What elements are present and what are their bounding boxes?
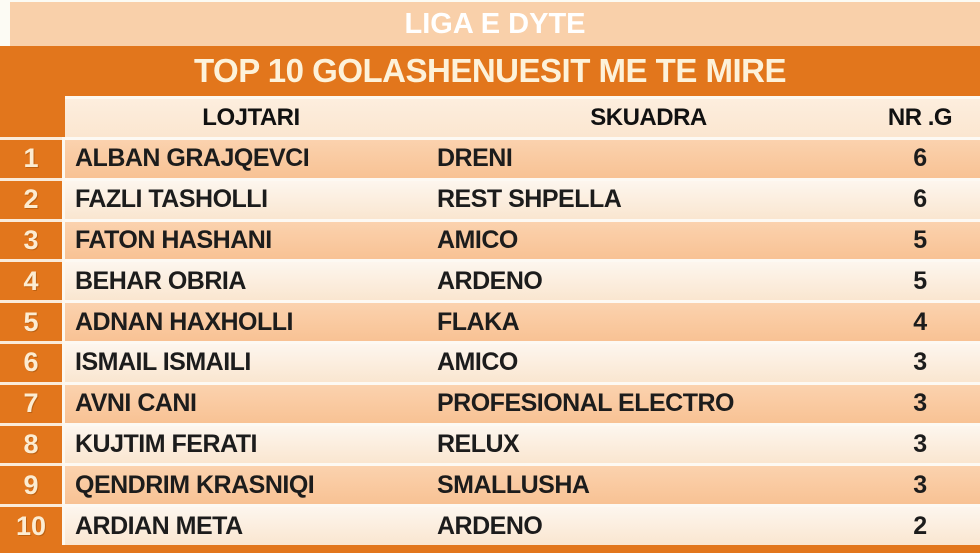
table-row: FAZLI TASHOLLI REST SHPELLA 6 [65, 177, 980, 219]
table-row: ISMAIL ISMAILI AMICO 3 [65, 340, 980, 382]
player-cell: QENDRIM KRASNIQI [75, 470, 315, 499]
team-cell: SMALLUSHA [437, 470, 590, 499]
rank-cell: 8 [0, 422, 62, 464]
column-header-goals: NR .G [887, 104, 953, 131]
player-cell: ALBAN GRAJQEVCI [75, 144, 310, 173]
player-cell: FAZLI TASHOLLI [75, 185, 268, 214]
player-cell: ARDIAN META [75, 511, 243, 540]
goals-cell: 2 [913, 511, 927, 540]
league-title: LIGA E DYTE [404, 7, 586, 40]
rank-cell: 4 [0, 259, 62, 300]
goals-cell: 6 [913, 144, 927, 173]
table-title: TOP 10 GOLASHENUESIT ME TE MIRE [193, 52, 787, 89]
goals-cell: 5 [913, 266, 927, 295]
table-row: KUJTIM FERATI RELUX 3 [65, 422, 980, 464]
rank-column: 1 2 3 4 5 6 7 8 9 10 [0, 137, 65, 545]
goals-cell: 3 [913, 470, 927, 499]
scorers-table: LOJTARI SKUADRA NR .G ALBAN GRAJQEVCI DR… [65, 96, 980, 545]
team-cell: DRENI [437, 144, 513, 173]
team-cell: REST SHPELLA [437, 185, 622, 214]
player-cell: BEHAR OBRIA [75, 266, 246, 295]
table-row: BEHAR OBRIA ARDENO 5 [65, 259, 980, 301]
table-row: QENDRIM KRASNIQI SMALLUSHA 3 [65, 463, 980, 505]
table-row: ADNAN HAXHOLLI FLAKA 4 [65, 300, 980, 341]
rank-cell: 9 [0, 463, 62, 504]
table-header-row: LOJTARI SKUADRA NR .G [65, 96, 980, 137]
team-cell: ARDENO [437, 266, 543, 295]
table-row: ALBAN GRAJQEVCI DRENI 6 [65, 137, 980, 178]
rank-cell: 6 [0, 340, 62, 382]
player-cell: KUJTIM FERATI [75, 429, 257, 458]
column-header-player: LOJTARI [202, 104, 300, 131]
rank-cell: 5 [0, 300, 62, 341]
rank-cell: 3 [0, 218, 62, 260]
column-header-team: SKUADRA [590, 104, 707, 131]
goals-cell: 3 [913, 348, 927, 377]
table-row: ARDIAN META ARDENO 2 [65, 504, 980, 545]
goals-cell: 6 [913, 185, 927, 214]
table-row: FATON HASHANI AMICO 5 [65, 218, 980, 260]
team-cell: ARDENO [437, 511, 543, 540]
rank-cell: 2 [0, 177, 62, 219]
team-cell: RELUX [437, 429, 520, 458]
goals-cell: 4 [913, 307, 927, 336]
rank-cell: 1 [0, 137, 62, 178]
goals-cell: 3 [913, 389, 927, 418]
league-header-bar: LIGA E DYTE [0, 0, 980, 46]
team-cell: AMICO [437, 348, 518, 377]
team-cell: PROFESIONAL ELECTRO [437, 389, 735, 418]
player-cell: FATON HASHANI [75, 225, 272, 254]
rank-cell: 10 [0, 504, 62, 545]
table-row: AVNI CANI PROFESIONAL ELECTRO 3 [65, 381, 980, 423]
team-cell: AMICO [437, 225, 518, 254]
goals-cell: 5 [913, 225, 927, 254]
rank-cell: 7 [0, 381, 62, 423]
player-cell: AVNI CANI [75, 389, 197, 418]
table-body: ALBAN GRAJQEVCI DRENI 6 FAZLI TASHOLLI R… [65, 137, 980, 545]
team-cell: FLAKA [437, 307, 520, 336]
player-cell: ISMAIL ISMAILI [75, 348, 251, 377]
player-cell: ADNAN HAXHOLLI [75, 307, 294, 336]
goals-cell: 3 [913, 429, 927, 458]
